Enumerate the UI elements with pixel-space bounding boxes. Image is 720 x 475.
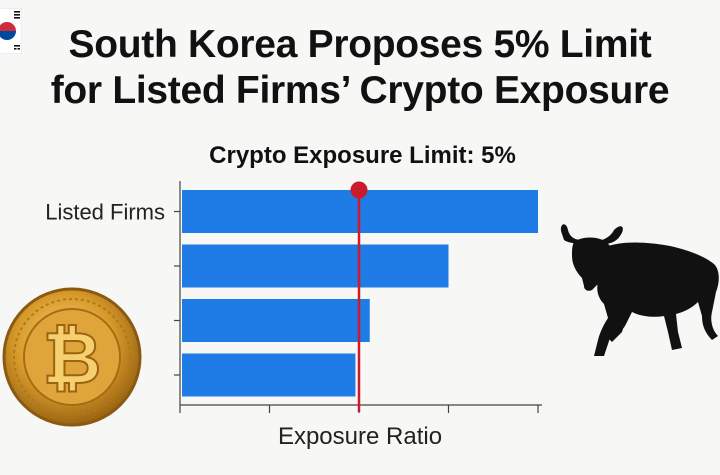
x-axis-label: Exposure Ratio bbox=[277, 423, 443, 450]
south-korea-flag-icon bbox=[0, 8, 22, 54]
bar-2 bbox=[182, 244, 449, 288]
bar-4 bbox=[182, 353, 356, 397]
category-label-1: Listed Firms bbox=[45, 200, 165, 225]
category-labels: Listed Firms bbox=[45, 200, 165, 225]
headline-line-2: for Listed Firms’ Crypto Exposure bbox=[50, 69, 670, 112]
svg-text:₿: ₿ bbox=[43, 316, 102, 400]
bar-chart: Listed Firms bbox=[45, 181, 542, 413]
bitcoin-coin-icon: ₿ bbox=[2, 287, 142, 427]
bull-icon bbox=[560, 224, 719, 356]
limit-dot bbox=[350, 181, 368, 199]
limit-marker bbox=[350, 181, 368, 412]
bar-3 bbox=[182, 299, 370, 342]
headline: South Korea Proposes 5% Limit for Listed… bbox=[0, 22, 720, 114]
headline-line-1: South Korea Proposes 5% Limit bbox=[68, 23, 652, 66]
chart-title: Crypto Exposure Limit: 5% bbox=[209, 142, 516, 169]
bars-layer bbox=[182, 190, 538, 397]
